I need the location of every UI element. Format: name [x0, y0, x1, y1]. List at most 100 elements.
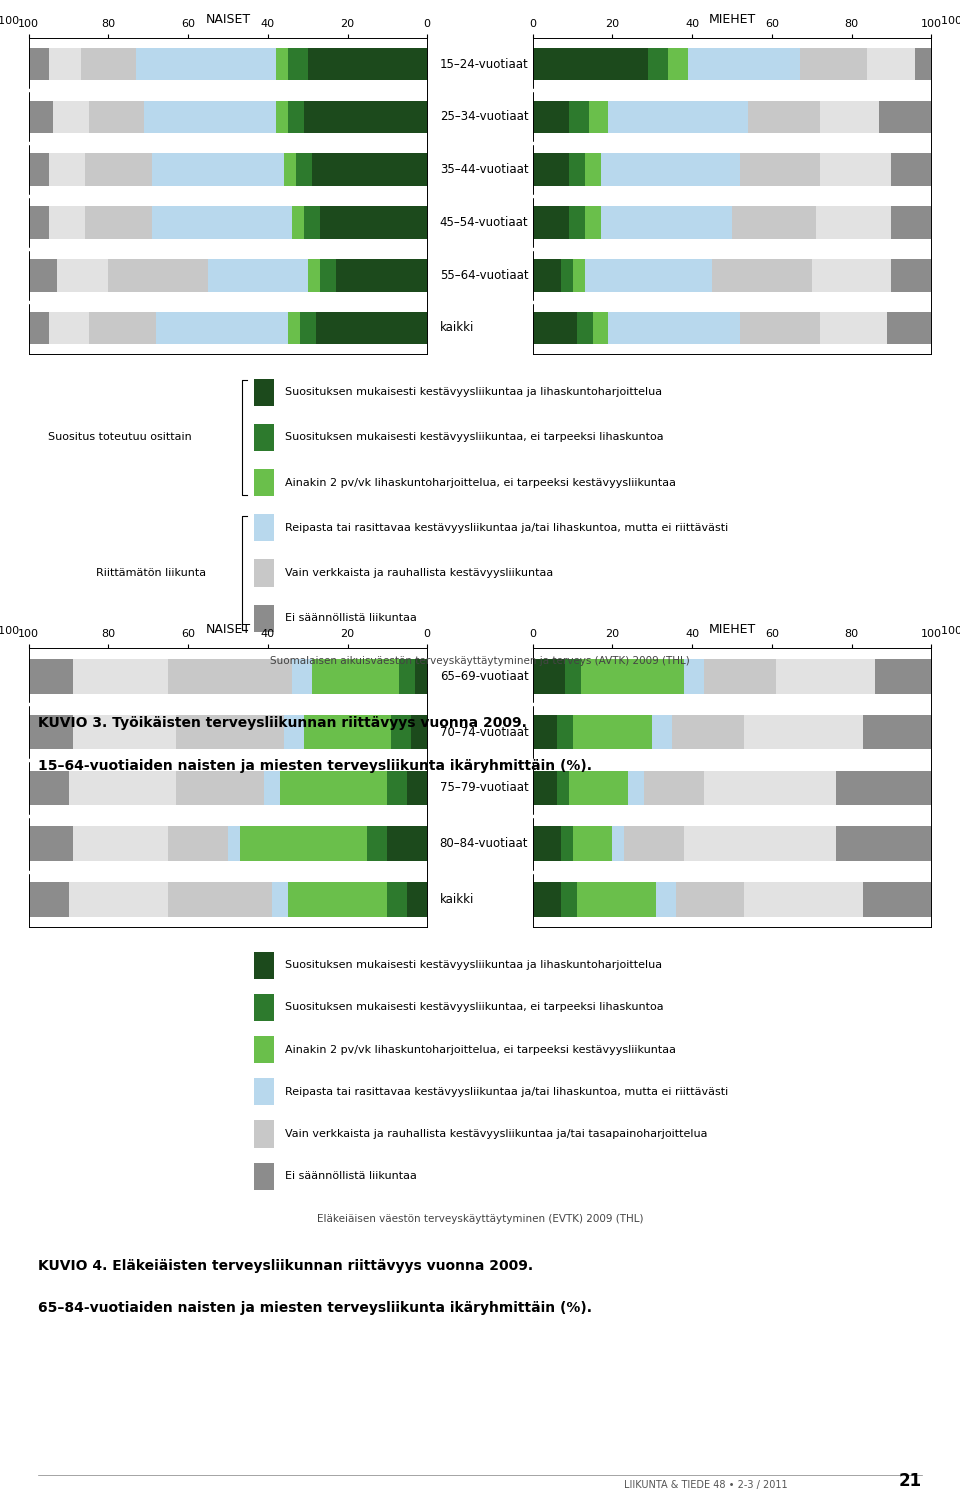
Bar [533, 771, 557, 805]
Bar [561, 882, 577, 917]
Bar [573, 259, 585, 291]
Bar [288, 882, 387, 917]
Bar [704, 771, 835, 805]
Bar [49, 207, 84, 238]
Bar [573, 826, 612, 861]
Bar [284, 154, 296, 185]
Bar [820, 101, 879, 133]
Bar [648, 48, 668, 80]
Text: Suositus toteutuu osittain: Suositus toteutuu osittain [48, 433, 192, 442]
Text: Riittämätön liikunta: Riittämätön liikunta [96, 569, 206, 578]
Bar [568, 101, 588, 133]
Bar [688, 48, 800, 80]
Bar [588, 101, 609, 133]
Bar [292, 659, 312, 694]
Bar [676, 882, 744, 917]
Bar [577, 882, 657, 917]
Bar [177, 771, 264, 805]
Bar [240, 826, 368, 861]
Bar [88, 312, 156, 344]
Bar [740, 154, 820, 185]
Bar [168, 882, 272, 917]
Bar [69, 882, 168, 917]
Bar [568, 771, 629, 805]
Bar [69, 771, 177, 805]
Bar [684, 826, 835, 861]
Bar [820, 312, 887, 344]
Bar [533, 259, 561, 291]
Text: Ei säännöllistä liikuntaa: Ei säännöllistä liikuntaa [285, 614, 417, 623]
Bar [387, 826, 427, 861]
Bar [407, 771, 427, 805]
Bar [73, 826, 168, 861]
Bar [744, 882, 863, 917]
Text: Eläkeiäisen väestön terveyskäyttäytyminen (EVTK) 2009 (THL): Eläkeiäisen väestön terveyskäyttäytymine… [317, 1214, 643, 1224]
Bar [153, 154, 284, 185]
Bar [303, 101, 427, 133]
Bar [153, 207, 292, 238]
Bar [835, 826, 931, 861]
Text: Reipasta tai rasittavaa kestävyysliikuntaa ja/tai lihaskuntoa, mutta ei riittävä: Reipasta tai rasittavaa kestävyysliikunt… [285, 1087, 729, 1096]
Bar [284, 715, 303, 749]
Bar [568, 154, 585, 185]
Bar [392, 715, 411, 749]
Text: kaikki: kaikki [440, 893, 474, 906]
Text: kaikki: kaikki [440, 321, 474, 335]
Bar [320, 207, 427, 238]
Text: NAISET: NAISET [205, 12, 251, 26]
Bar [312, 154, 427, 185]
Bar [156, 312, 288, 344]
Bar [672, 715, 744, 749]
Bar [29, 771, 68, 805]
Text: 70–74-vuotiaat: 70–74-vuotiaat [440, 725, 528, 739]
Bar [712, 259, 812, 291]
Bar [320, 259, 336, 291]
Bar [29, 101, 53, 133]
Bar [585, 259, 712, 291]
Text: 65–69-vuotiaat: 65–69-vuotiaat [440, 670, 528, 683]
Text: Suosituksen mukaisesti kestävyysliikuntaa, ei tarpeeksi lihaskuntoa: Suosituksen mukaisesti kestävyysliikunta… [285, 433, 663, 442]
Bar [57, 259, 108, 291]
Bar [29, 312, 49, 344]
Bar [29, 659, 73, 694]
Bar [303, 715, 392, 749]
Text: 15–64-vuotiaiden naisten ja miesten terveysliikunta ikäryhmittäin (%).: 15–64-vuotiaiden naisten ja miesten terv… [38, 759, 592, 772]
Bar [891, 154, 931, 185]
Bar [264, 771, 279, 805]
Text: MIEHET: MIEHET [708, 12, 756, 26]
Bar [592, 312, 609, 344]
Bar [29, 882, 68, 917]
Bar [732, 207, 816, 238]
Bar [915, 48, 931, 80]
Bar [228, 826, 240, 861]
Bar [800, 48, 868, 80]
Bar [561, 826, 573, 861]
Bar [653, 715, 672, 749]
Bar [49, 48, 81, 80]
Bar [49, 154, 84, 185]
Bar [276, 48, 288, 80]
Bar [863, 882, 931, 917]
Bar [835, 771, 931, 805]
Bar [272, 882, 288, 917]
Text: Vain verkkaista ja rauhallista kestävyysliikuntaa: Vain verkkaista ja rauhallista kestävyys… [285, 569, 553, 578]
Bar [533, 207, 568, 238]
Bar [29, 259, 57, 291]
Bar [668, 48, 688, 80]
Bar [820, 154, 891, 185]
Bar [81, 48, 136, 80]
Text: % 100: % 100 [0, 626, 19, 636]
Bar [585, 154, 601, 185]
Text: LIIKUNTA & TIEDE 48 • 2-3 / 2011: LIIKUNTA & TIEDE 48 • 2-3 / 2011 [624, 1479, 787, 1490]
Text: 35–44-vuotiaat: 35–44-vuotiaat [440, 163, 528, 176]
Bar [601, 154, 740, 185]
Bar [316, 312, 427, 344]
Text: Suosituksen mukaisesti kestävyysliikuntaa ja lihaskuntoharjoittelua: Suosituksen mukaisesti kestävyysliikunta… [285, 961, 662, 970]
Text: Ei säännöllistä liikuntaa: Ei säännöllistä liikuntaa [285, 1172, 417, 1181]
Text: 21: 21 [899, 1472, 922, 1490]
Bar [879, 101, 931, 133]
Bar [53, 101, 88, 133]
Text: 100 %: 100 % [941, 626, 960, 636]
Bar [296, 154, 312, 185]
Bar [108, 259, 208, 291]
